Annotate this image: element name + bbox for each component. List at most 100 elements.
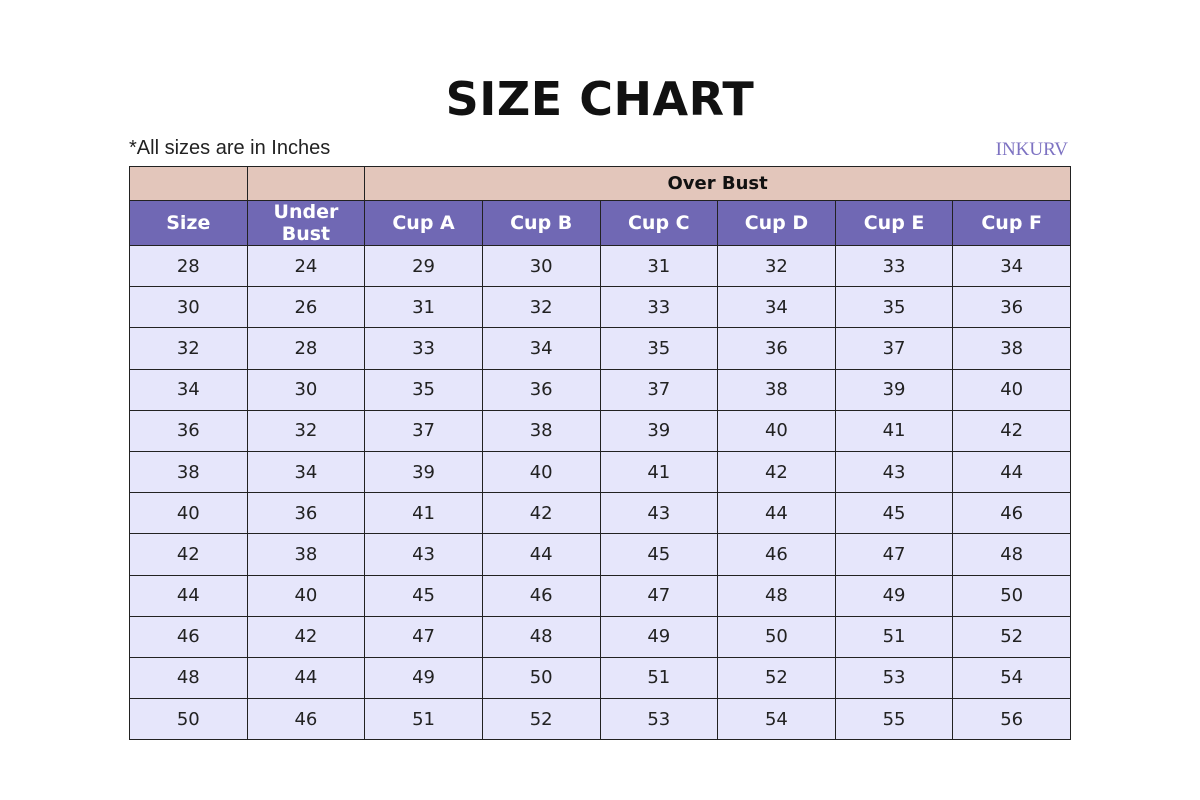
table-cell: 40 [481,450,601,494]
table-cell: 34 [717,286,836,329]
table-cell: 54 [952,656,1071,700]
table-cell: 50 [129,698,248,741]
table-cell: 41 [599,450,719,494]
column-header: Cup D [717,200,836,246]
empty-cell [129,166,248,201]
table-cell: 29 [364,244,483,288]
table-row: 42 38 43 44 45 46 47 48 [129,533,1071,576]
page-title: SIZE CHART [445,72,755,126]
table-cell: 40 [717,409,836,452]
table-cell: 38 [717,368,836,411]
table-cell: 36 [246,492,366,535]
table-cell: 51 [834,615,954,658]
table-row: 40 36 41 42 43 44 45 46 [129,492,1071,535]
table-cell: 34 [481,327,601,370]
table-cell: 35 [834,286,954,329]
table-row: 46 42 47 48 49 50 51 52 [129,615,1071,658]
table-cell: 30 [481,244,601,288]
table-cell: 34 [129,368,248,411]
table-cell: 45 [364,574,483,617]
table-cell: 43 [599,492,719,535]
table-cell: 34 [246,450,366,494]
table-cell: 55 [834,698,954,741]
table-cell: 48 [481,615,601,658]
table-cell: 49 [364,656,483,700]
table-cell: 36 [481,368,601,411]
table-cell: 33 [364,327,483,370]
table-cell: 43 [834,450,954,494]
table-cell: 47 [364,615,483,658]
table-row: 48 44 49 50 51 52 53 54 [129,656,1071,700]
table-cell: 51 [599,656,719,700]
column-header: Size [129,200,248,246]
table-row: 44 40 45 46 47 48 49 50 [129,574,1071,617]
table-cell: 51 [364,698,483,741]
table-cell: 47 [834,533,954,576]
table-cell: 39 [834,368,954,411]
table-cell: 36 [717,327,836,370]
table-row: 38 34 39 40 41 42 43 44 [129,450,1071,494]
table-cell: 42 [952,409,1071,452]
column-header: Cup C [599,200,719,246]
table-cell: 42 [246,615,366,658]
table-cell: 50 [717,615,836,658]
table-cell: 37 [834,327,954,370]
table-row: 34 30 35 36 37 38 39 40 [129,368,1071,411]
table-cell: 39 [364,450,483,494]
table-row: 32 28 33 34 35 36 37 38 [129,327,1071,370]
table-cell: 26 [246,286,366,329]
table-cell: 41 [834,409,954,452]
table-cell: 40 [129,492,248,535]
table-cell: 33 [599,286,719,329]
column-header: Cup E [834,200,954,246]
table-cell: 54 [717,698,836,741]
table-cell: 46 [129,615,248,658]
table-cell: 48 [717,574,836,617]
table-cell: 38 [246,533,366,576]
table-cell: 38 [952,327,1071,370]
column-header: Cup B [481,200,601,246]
table-row: 50 46 51 52 53 54 55 56 [129,698,1071,741]
table-row: 28 24 29 30 31 32 33 34 [129,244,1071,288]
units-note: *All sizes are in Inches [129,137,331,159]
table-cell: 44 [129,574,248,617]
table-cell: 45 [834,492,954,535]
table-cell: 52 [717,656,836,700]
table-cell: 37 [364,409,483,452]
table-cell: 43 [364,533,483,576]
table-cell: 32 [246,409,366,452]
table-cell: 47 [599,574,719,617]
table-cell: 52 [481,698,601,741]
table-cell: 52 [952,615,1071,658]
table-cell: 28 [246,327,366,370]
table-cell: 49 [834,574,954,617]
table-cell: 38 [129,450,248,494]
table-cell: 30 [129,286,248,329]
table-cell: 39 [599,409,719,452]
table-cell: 34 [952,244,1071,288]
table-cell: 35 [364,368,483,411]
table-cell: 48 [952,533,1071,576]
table-cell: 46 [246,698,366,741]
brand-logo: INKURV [995,139,1068,160]
table-cell: 40 [246,574,366,617]
table-cell: 53 [599,698,719,741]
table-row: 30 26 31 32 33 34 35 36 [129,286,1071,329]
column-header: Cup A [364,200,483,246]
table-cell: 46 [717,533,836,576]
table-cell: 36 [129,409,248,452]
table-cell: 32 [481,286,601,329]
table-cell: 50 [952,574,1071,617]
table-cell: 35 [599,327,719,370]
table-cell: 44 [952,450,1071,494]
table-cell: 56 [952,698,1071,741]
table-cell: 33 [834,244,954,288]
table-cell: 24 [246,244,366,288]
table-cell: 32 [717,244,836,288]
table-cell: 49 [599,615,719,658]
table-cell: 40 [952,368,1071,411]
table-cell: 31 [364,286,483,329]
column-header: Cup F [952,200,1071,246]
table-cell: 30 [246,368,366,411]
